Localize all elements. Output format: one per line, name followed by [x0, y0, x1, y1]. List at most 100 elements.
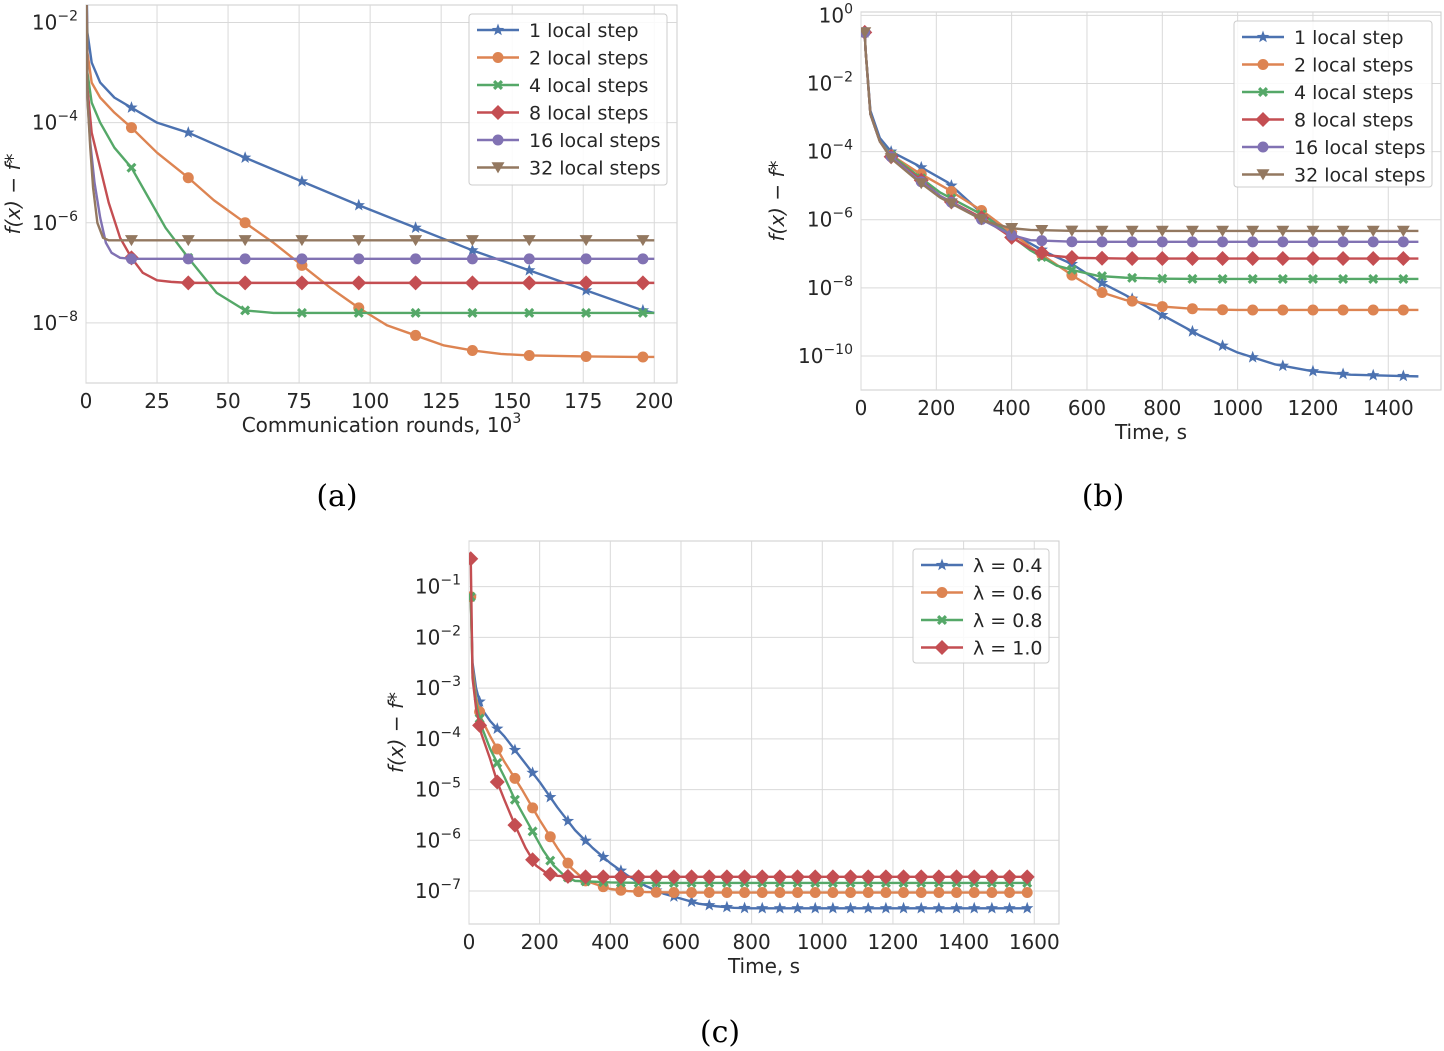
data-point	[580, 350, 592, 362]
legend-label: 8 local steps	[1294, 110, 1413, 132]
x-tick-label: 75	[286, 389, 311, 413]
legend-marker	[1258, 87, 1268, 97]
data-point	[1065, 225, 1079, 237]
data-point	[754, 869, 770, 885]
x-tick-label: 400	[993, 396, 1031, 420]
legend-label: λ = 0.4	[973, 555, 1042, 577]
legend-label: λ = 0.6	[973, 583, 1042, 605]
data-point	[966, 869, 982, 885]
data-point	[686, 887, 698, 899]
data-point	[1396, 225, 1410, 237]
data-point	[1125, 225, 1139, 237]
data-point	[1368, 273, 1379, 284]
data-point	[1095, 225, 1109, 237]
legend-marker	[934, 640, 950, 655]
data-point	[1305, 251, 1321, 267]
data-point	[756, 887, 768, 899]
data-point	[296, 307, 307, 318]
data-point	[1126, 236, 1138, 248]
legend-marker	[493, 80, 503, 90]
data-point	[1367, 236, 1379, 248]
series-3	[469, 551, 1035, 885]
series-5	[861, 27, 1419, 237]
data-point	[1246, 225, 1260, 237]
data-point	[1365, 251, 1381, 267]
y-tick-label: 10−4	[415, 725, 461, 751]
y-tick-label: 10−8	[807, 274, 853, 300]
x-tick-label: 400	[591, 930, 629, 954]
data-point	[739, 887, 751, 899]
y-tick-label: 100	[819, 1, 853, 27]
legend-marker	[1257, 59, 1269, 70]
data-point	[579, 834, 592, 847]
data-point	[240, 305, 251, 316]
data-point	[791, 901, 804, 914]
data-point	[1035, 225, 1049, 237]
data-point	[915, 160, 928, 173]
data-point	[561, 814, 575, 827]
data-point	[825, 869, 841, 885]
x-tick-label: 0	[463, 930, 476, 954]
data-point	[523, 349, 535, 361]
series-line	[86, 5, 655, 315]
data-point	[182, 253, 194, 265]
data-point	[772, 869, 788, 885]
legend: 1 local step 2 local steps 4 local steps 8 …	[1233, 20, 1433, 188]
data-point	[1185, 225, 1199, 237]
data-point	[1186, 324, 1199, 337]
data-point	[410, 253, 422, 265]
data-point	[862, 901, 875, 914]
data-point	[631, 869, 647, 885]
data-point	[1247, 236, 1259, 248]
x-tick-label: 200	[635, 389, 673, 413]
data-point	[1066, 264, 1077, 275]
data-point	[353, 253, 365, 265]
data-point	[1217, 273, 1228, 284]
data-point	[1306, 225, 1320, 237]
data-point	[125, 122, 137, 134]
x-tick-label: 600	[1068, 396, 1106, 420]
data-point	[469, 551, 479, 567]
legend-label: 2 local steps	[529, 48, 648, 70]
data-point	[295, 174, 309, 187]
data-point	[1397, 304, 1409, 316]
data-point	[944, 198, 958, 210]
data-point	[826, 901, 840, 914]
data-point	[1245, 251, 1261, 267]
data-point	[636, 235, 650, 247]
data-point	[522, 235, 536, 247]
data-point	[951, 887, 963, 899]
x-axis-label: Time, s	[1114, 420, 1187, 444]
data-point	[595, 869, 611, 885]
legend-marker	[1256, 169, 1270, 181]
data-point	[792, 887, 804, 899]
data-point	[545, 855, 556, 866]
data-point	[931, 869, 947, 885]
x-tick-label: 800	[733, 930, 771, 954]
y-tick-label: 10−2	[415, 623, 461, 649]
data-point	[1367, 368, 1380, 381]
data-point	[984, 869, 1000, 885]
x-tick-label: 1400	[938, 930, 989, 954]
data-point	[180, 275, 196, 291]
data-point	[637, 351, 649, 363]
data-point	[410, 329, 422, 341]
x-tick-label: 175	[564, 389, 602, 413]
legend-label: 16 local steps	[1294, 137, 1426, 159]
data-point	[1397, 369, 1410, 382]
data-point	[579, 235, 593, 247]
data-point	[1247, 304, 1259, 316]
legend-label: 32 local steps	[529, 158, 661, 180]
data-point	[1216, 339, 1229, 351]
data-point	[1094, 250, 1110, 266]
data-point	[1336, 225, 1350, 237]
data-point	[1019, 869, 1035, 885]
y-tick-label: 10−2	[32, 9, 78, 35]
legend-marker	[491, 162, 505, 174]
data-point	[756, 901, 769, 914]
data-point	[1307, 304, 1319, 316]
data-point	[1003, 901, 1016, 914]
data-point	[1066, 236, 1078, 248]
data-point	[409, 235, 423, 247]
data-point	[352, 235, 366, 247]
